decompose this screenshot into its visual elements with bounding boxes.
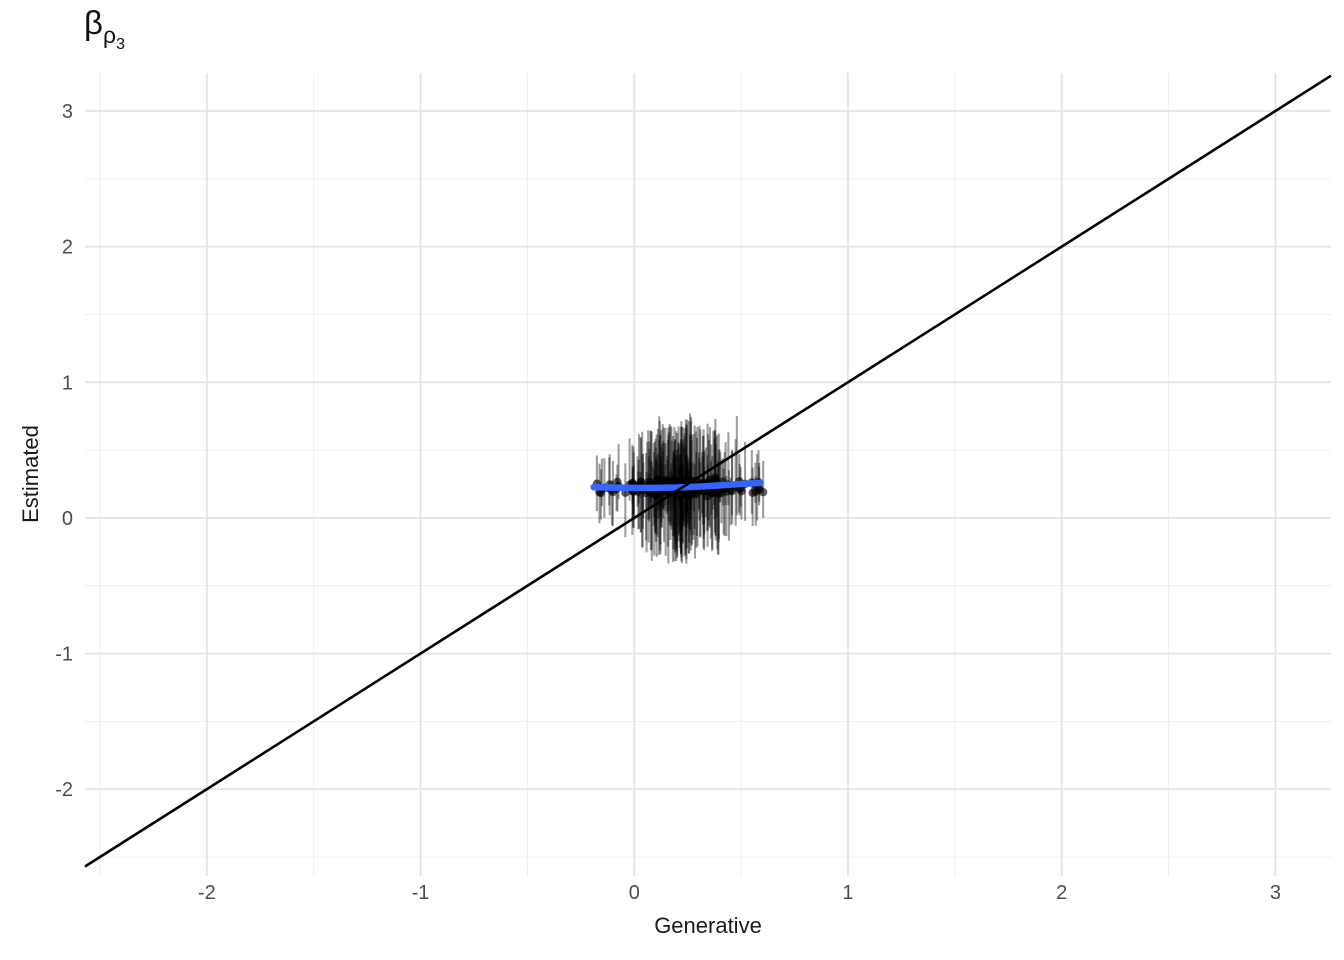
data-point (727, 486, 737, 496)
data-point (613, 477, 622, 487)
title-sub-rho: ρ (102, 22, 117, 48)
x-tick-label: 0 (629, 882, 640, 904)
plot-title: βρ3 (84, 6, 125, 53)
x-tick-label: -1 (412, 882, 430, 904)
data-point (685, 489, 694, 499)
x-tick-label: 2 (1056, 882, 1067, 904)
y-tick-label: 0 (62, 508, 73, 530)
y-tick-label: 2 (62, 237, 73, 259)
y-tick-label: 1 (62, 372, 73, 394)
title-subsub-3: 3 (116, 36, 125, 53)
x-axis-title: Generative (654, 913, 762, 938)
x-tick-label: 3 (1270, 882, 1281, 904)
x-tick-label: -2 (198, 882, 216, 904)
y-tick-label: -1 (55, 644, 73, 666)
data-point (636, 477, 646, 486)
grid-minor (85, 73, 1331, 876)
y-tick-label: 3 (62, 101, 73, 123)
grid-major (85, 73, 1331, 876)
x-tick-labels: -2 -1 0 1 2 3 (198, 882, 1281, 904)
smooth-line (590, 479, 764, 492)
y-tick-label: -2 (55, 779, 73, 801)
y-axis-title: Estimated (18, 425, 43, 523)
identity-line (84, 74, 1332, 868)
data-point (711, 473, 720, 482)
y-tick-labels: -2 -1 0 1 2 3 (55, 101, 73, 801)
data-point (758, 487, 768, 497)
title-beta: β (84, 4, 103, 41)
x-tick-label: 1 (842, 882, 853, 904)
